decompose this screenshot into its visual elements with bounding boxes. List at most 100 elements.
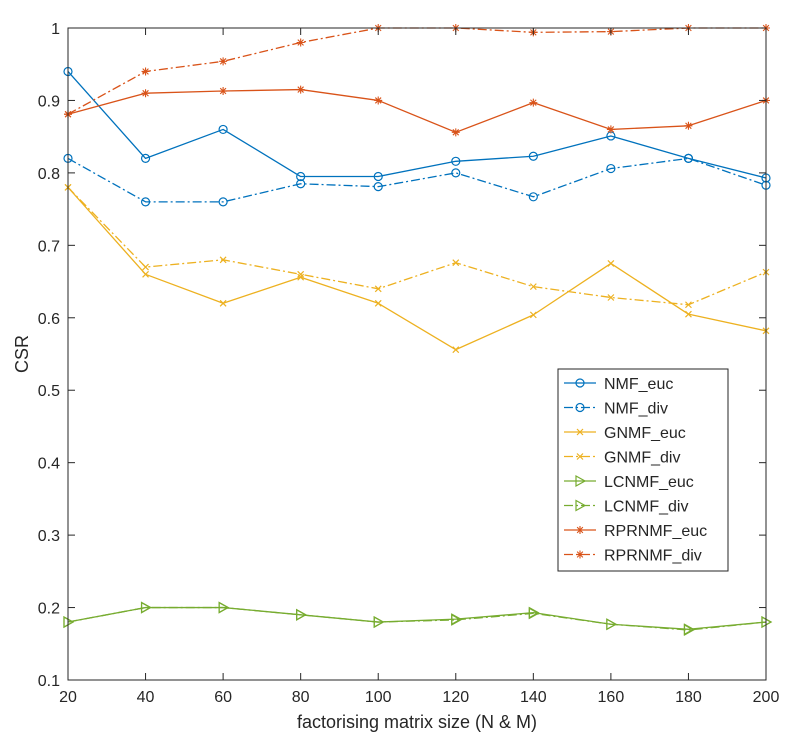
series-nmf-div-marker: [140, 197, 151, 207]
series-lcnmf-div-marker: [373, 616, 385, 629]
series-gnmf-div-marker: [452, 259, 460, 267]
series-nmf-euc-marker: [451, 156, 461, 166]
x-tick-label: 40: [137, 689, 155, 706]
series-gnmf-div-marker: [685, 301, 692, 309]
series-line-nmf-euc: [67, 71, 767, 179]
legend-label: RPRNMF_euc: [604, 523, 707, 540]
series-nmf-euc-marker: [140, 153, 151, 163]
series-rprnmf-euc-marker: [374, 96, 383, 105]
series-rprnmf-euc-marker: [451, 128, 460, 137]
series-gnmf-euc-marker: [374, 299, 382, 307]
series-nmf-div-marker: [296, 179, 306, 189]
legend-label: NMF_euc: [604, 376, 673, 393]
series-lcnmf-div-marker: [296, 608, 307, 621]
series-nmf-euc-marker: [218, 124, 228, 135]
y-axis-title: CSR: [12, 335, 32, 373]
series-lcnmf-div-marker: [218, 601, 230, 614]
legend-item-nmf-div: NMF_div: [564, 401, 668, 418]
series-nmf-div-marker: [218, 197, 228, 207]
series-gnmf-div-marker: [607, 294, 615, 301]
legend-marker: [575, 499, 587, 512]
legend-label: RPRNMF_div: [604, 548, 702, 565]
y-tick-label: 0.4: [38, 456, 60, 473]
y-tick-label: 0.5: [38, 383, 60, 400]
x-tick-label: 120: [442, 689, 469, 706]
y-tick-label: 0.1: [38, 673, 60, 690]
legend-item-gnmf-euc: GNMF_euc: [564, 425, 686, 442]
y-tick-label: 0.2: [38, 601, 60, 618]
y-tick-label: 0.6: [38, 311, 60, 328]
legend-item-rprnmf-euc: RPRNMF_euc: [564, 523, 707, 540]
legend-item-lcnmf-div: LCNMF_div: [564, 499, 688, 516]
legend-item-lcnmf-euc: LCNMF_euc: [564, 474, 694, 491]
series-lcnmf-div-marker: [683, 623, 695, 637]
y-tick-label: 0.7: [38, 238, 60, 255]
series-lcnmf-div-marker: [606, 618, 618, 631]
legend-item-rprnmf-div: RPRNMF_div: [564, 548, 702, 565]
x-tick-label: 80: [292, 689, 310, 706]
series-line-lcnmf-div: [67, 606, 767, 631]
series-gnmf-div: [64, 183, 770, 309]
series-gnmf-euc-marker: [297, 273, 305, 281]
legend-label: GNMF_div: [604, 450, 680, 467]
y-tick-label: 0.9: [38, 93, 60, 110]
legend-marker: [575, 402, 585, 413]
series-rprnmf-euc-marker: [606, 125, 615, 134]
x-tick-label: 20: [59, 689, 77, 706]
series-nmf-div-marker: [606, 163, 616, 174]
series-lcnmf-div-marker: [451, 613, 463, 626]
series-nmf-div-marker: [373, 182, 383, 192]
legend-item-gnmf-div: GNMF_div: [564, 450, 680, 467]
legend: NMF_euc NMF_div GNMF_euc GNMF_div LCNMF_euc L…: [557, 368, 729, 572]
series-rprnmf-div-marker: [141, 67, 150, 76]
y-tick-label: 1: [51, 21, 60, 38]
x-tick-label: 180: [675, 689, 702, 706]
series-line-gnmf-div: [67, 186, 767, 306]
series-gnmf-euc-marker: [452, 346, 460, 354]
legend-marker: [575, 378, 585, 388]
y-tick-label: 0.3: [38, 528, 60, 545]
series-gnmf-euc-marker: [219, 299, 227, 307]
x-tick-label: 160: [598, 689, 625, 706]
axes-box: [67, 27, 767, 681]
legend-marker: [576, 428, 584, 436]
series-nmf-div-marker: [528, 192, 538, 202]
legend-item-nmf-euc: NMF_euc: [564, 376, 673, 393]
series-rprnmf-div-marker: [296, 38, 305, 47]
axes-layer: 20 40 60 80 100 120 140 160 180 200 0.1 0.2 0.3 0.4 0.…: [38, 21, 780, 706]
series-gnmf-euc-marker: [607, 260, 615, 267]
legend-box: [557, 368, 729, 572]
legend-marker: [576, 453, 584, 460]
series-nmf-euc-marker: [296, 171, 306, 182]
series-line-nmf-div: [67, 157, 767, 203]
series-gnmf-div-marker: [529, 283, 537, 291]
plot-area: [68, 28, 766, 680]
series-rprnmf-euc-marker: [684, 121, 693, 130]
series-gnmf-div-marker: [374, 285, 382, 293]
series-nmf-euc-marker: [373, 171, 383, 182]
y-tick-label: 0.8: [38, 166, 60, 183]
x-tick-label: 200: [753, 689, 780, 706]
legend-label: LCNMF_div: [604, 499, 688, 516]
series-nmf-div-marker: [451, 168, 461, 178]
plot-background: [68, 28, 766, 680]
series-rprnmf-euc-marker: [141, 89, 150, 98]
series-nmf-div-marker: [683, 153, 694, 163]
x-tick-label: 60: [214, 689, 232, 706]
series-gnmf-euc-marker: [529, 311, 537, 319]
x-axis-title: factorising matrix size (N & M): [297, 712, 537, 732]
series-lcnmf-div-marker: [528, 607, 540, 620]
series-gnmf-div-marker: [219, 256, 227, 264]
legend-label: NMF_div: [604, 401, 668, 418]
series-rprnmf-div-marker: [219, 57, 228, 66]
x-tick-label: 140: [520, 689, 547, 706]
legend-marker: [576, 550, 584, 559]
series-gnmf-euc-marker: [685, 310, 692, 318]
series-gnmf-euc: [64, 183, 770, 354]
series-gnmf-div-marker: [142, 263, 149, 271]
legend-marker: [576, 526, 584, 534]
legend-label: LCNMF_euc: [604, 474, 694, 491]
series-nmf-div: [63, 153, 771, 207]
